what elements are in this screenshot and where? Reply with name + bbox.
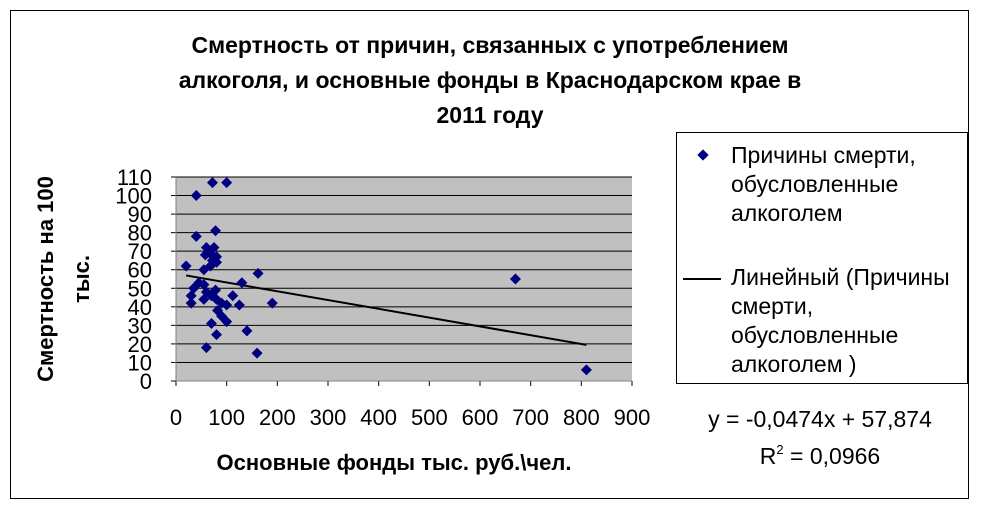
y-axis-title: Смертность на 100 тыс. bbox=[33, 176, 94, 382]
data-point bbox=[221, 299, 233, 311]
data-point bbox=[205, 318, 217, 330]
y-tick-label: 40 bbox=[128, 295, 152, 320]
data-point bbox=[206, 177, 218, 189]
legend-series-line-3: алкоголем bbox=[731, 200, 843, 226]
x-tick-label: 600 bbox=[462, 405, 499, 430]
data-point bbox=[190, 230, 202, 242]
trendline bbox=[185, 274, 587, 346]
data-point bbox=[221, 177, 233, 189]
x-axis-title: Основные фонды тыс. руб.\чел. bbox=[217, 450, 572, 475]
legend-marker-series bbox=[697, 149, 709, 161]
data-point bbox=[211, 329, 223, 341]
data-point bbox=[221, 316, 233, 328]
chart-title: Смертность от причин, связанных с употре… bbox=[120, 28, 860, 133]
data-point bbox=[198, 264, 210, 276]
x-tick-label: 300 bbox=[310, 405, 347, 430]
x-tick-label: 400 bbox=[360, 405, 397, 430]
data-point bbox=[198, 293, 210, 305]
legend-trend-line-3: обусловленные bbox=[731, 322, 899, 348]
legend-trendline-swatch bbox=[683, 278, 721, 280]
trendline-r2: R2 = 0,0966 bbox=[680, 442, 960, 470]
data-point bbox=[236, 277, 248, 289]
x-tick-label: 200 bbox=[259, 405, 296, 430]
chart-frame bbox=[10, 10, 969, 499]
data-point bbox=[200, 342, 212, 354]
legend-series-line-1: Причины смерти, bbox=[731, 142, 916, 168]
chart-title-line-1: Смертность от причин, связанных с употре… bbox=[191, 32, 789, 58]
y-tick-label: 0 bbox=[140, 369, 152, 394]
legend-trend-line-1: Линейный (Причины bbox=[731, 264, 950, 290]
data-point bbox=[509, 273, 521, 285]
r2-superscript: 2 bbox=[776, 442, 784, 457]
legend-trend-line-2: смерти, bbox=[731, 293, 814, 319]
r2-value: = 0,0966 bbox=[783, 443, 881, 469]
y-tick-label: 60 bbox=[128, 258, 152, 283]
y-tick-label: 110 bbox=[117, 165, 152, 190]
x-tick-label: 0 bbox=[170, 405, 182, 430]
r2-prefix: R bbox=[759, 443, 777, 469]
y-tick-label: 50 bbox=[128, 276, 152, 301]
x-tick-label: 100 bbox=[208, 405, 245, 430]
y-tick-label: 90 bbox=[128, 202, 152, 227]
data-point bbox=[227, 290, 239, 302]
chart-title-line-2: алкоголя, и основные фонды в Краснодарск… bbox=[178, 67, 802, 93]
y-tick-label: 100 bbox=[115, 184, 152, 209]
legend-entry-trendline: Линейный (Причины смерти, обусловленные … bbox=[731, 263, 950, 379]
data-point bbox=[580, 364, 592, 376]
chart-title-line-3: 2011 году bbox=[436, 102, 544, 128]
legend-trend-line-4: алкоголем ) bbox=[731, 351, 857, 377]
y-tick-label: 80 bbox=[128, 221, 152, 246]
data-point bbox=[251, 347, 263, 359]
x-tick-label: 700 bbox=[512, 405, 549, 430]
y-tick-label: 70 bbox=[128, 239, 152, 264]
data-point bbox=[252, 267, 264, 279]
legend-series-line-2: обусловленные bbox=[731, 171, 899, 197]
y-tick-label: 30 bbox=[128, 313, 152, 338]
x-tick-label: 500 bbox=[411, 405, 448, 430]
plot-area bbox=[176, 177, 632, 381]
data-point bbox=[266, 297, 278, 309]
y-axis-title-line: Смертность на 100 bbox=[33, 176, 58, 382]
x-tick-label: 800 bbox=[563, 405, 600, 430]
data-point bbox=[210, 225, 222, 237]
data-point bbox=[233, 299, 245, 311]
data-point bbox=[185, 297, 197, 309]
y-axis-title-line: тыс. bbox=[69, 255, 94, 303]
data-point bbox=[180, 260, 192, 272]
data-point bbox=[190, 190, 202, 202]
data-point bbox=[185, 290, 197, 302]
legend-entry-series: Причины смерти, обусловленные алкоголем bbox=[731, 141, 916, 228]
data-point bbox=[199, 249, 211, 261]
legend: Причины смерти, обусловленные алкоголем … bbox=[676, 132, 968, 384]
trendline-equation: y = -0,0474x + 57,874 bbox=[708, 406, 932, 432]
y-tick-label: 10 bbox=[128, 350, 152, 375]
y-tick-label: 20 bbox=[128, 332, 152, 357]
x-tick-label: 900 bbox=[614, 405, 651, 430]
data-point bbox=[241, 325, 253, 337]
